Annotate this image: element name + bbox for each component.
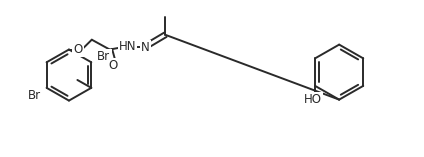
Text: O: O [108,59,117,72]
Text: Br: Br [28,89,41,102]
Text: O: O [73,43,83,56]
Text: HN: HN [119,40,136,53]
Text: Br: Br [97,50,110,63]
Text: N: N [141,41,150,54]
Text: HO: HO [304,93,322,106]
